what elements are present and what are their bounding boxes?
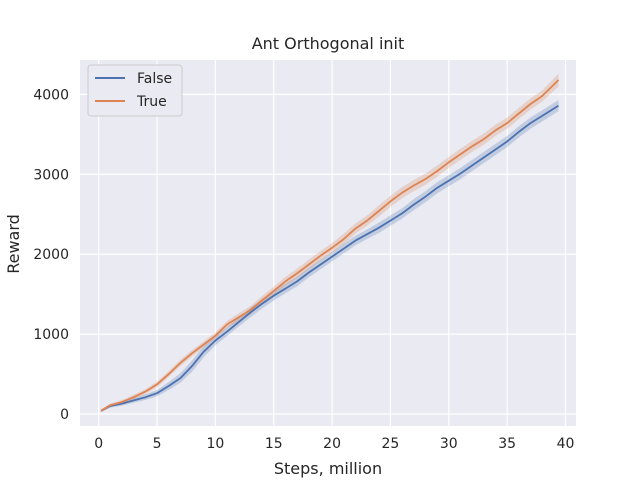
y-tick-labels: 0 1000 2000 3000 4000 bbox=[33, 87, 69, 423]
band-false bbox=[101, 100, 559, 412]
series-line-true bbox=[100, 79, 560, 412]
legend-label-true: True bbox=[136, 94, 167, 110]
series-lines bbox=[100, 79, 560, 412]
plot-background bbox=[80, 60, 576, 426]
x-tick-label: 35 bbox=[498, 436, 516, 452]
y-tick-label: 2000 bbox=[33, 247, 69, 263]
x-tick-label: 25 bbox=[382, 436, 400, 452]
y-tick-label: 0 bbox=[60, 407, 69, 423]
y-tick-label: 1000 bbox=[33, 327, 69, 343]
x-axis-title: Steps, million bbox=[274, 459, 382, 478]
x-tick-labels: 0 5 10 15 20 25 30 35 40 bbox=[94, 436, 574, 452]
series-line-false bbox=[100, 104, 559, 412]
y-tick-label: 4000 bbox=[33, 87, 69, 103]
chart-title: Ant Orthogonal init bbox=[252, 34, 405, 53]
x-tick-label: 20 bbox=[323, 436, 341, 452]
grid-lines bbox=[80, 60, 576, 426]
y-axis-title: Reward bbox=[4, 214, 23, 274]
x-tick-label: 0 bbox=[94, 436, 103, 452]
y-tick-label: 3000 bbox=[33, 167, 69, 183]
legend: False True bbox=[87, 64, 183, 117]
x-tick-label: 10 bbox=[206, 436, 224, 452]
x-tick-label: 5 bbox=[153, 436, 162, 452]
x-tick-label: 15 bbox=[265, 436, 283, 452]
x-tick-label: 40 bbox=[557, 436, 575, 452]
confidence-bands bbox=[101, 73, 559, 412]
x-tick-label: 30 bbox=[440, 436, 458, 452]
legend-label-false: False bbox=[137, 71, 172, 87]
